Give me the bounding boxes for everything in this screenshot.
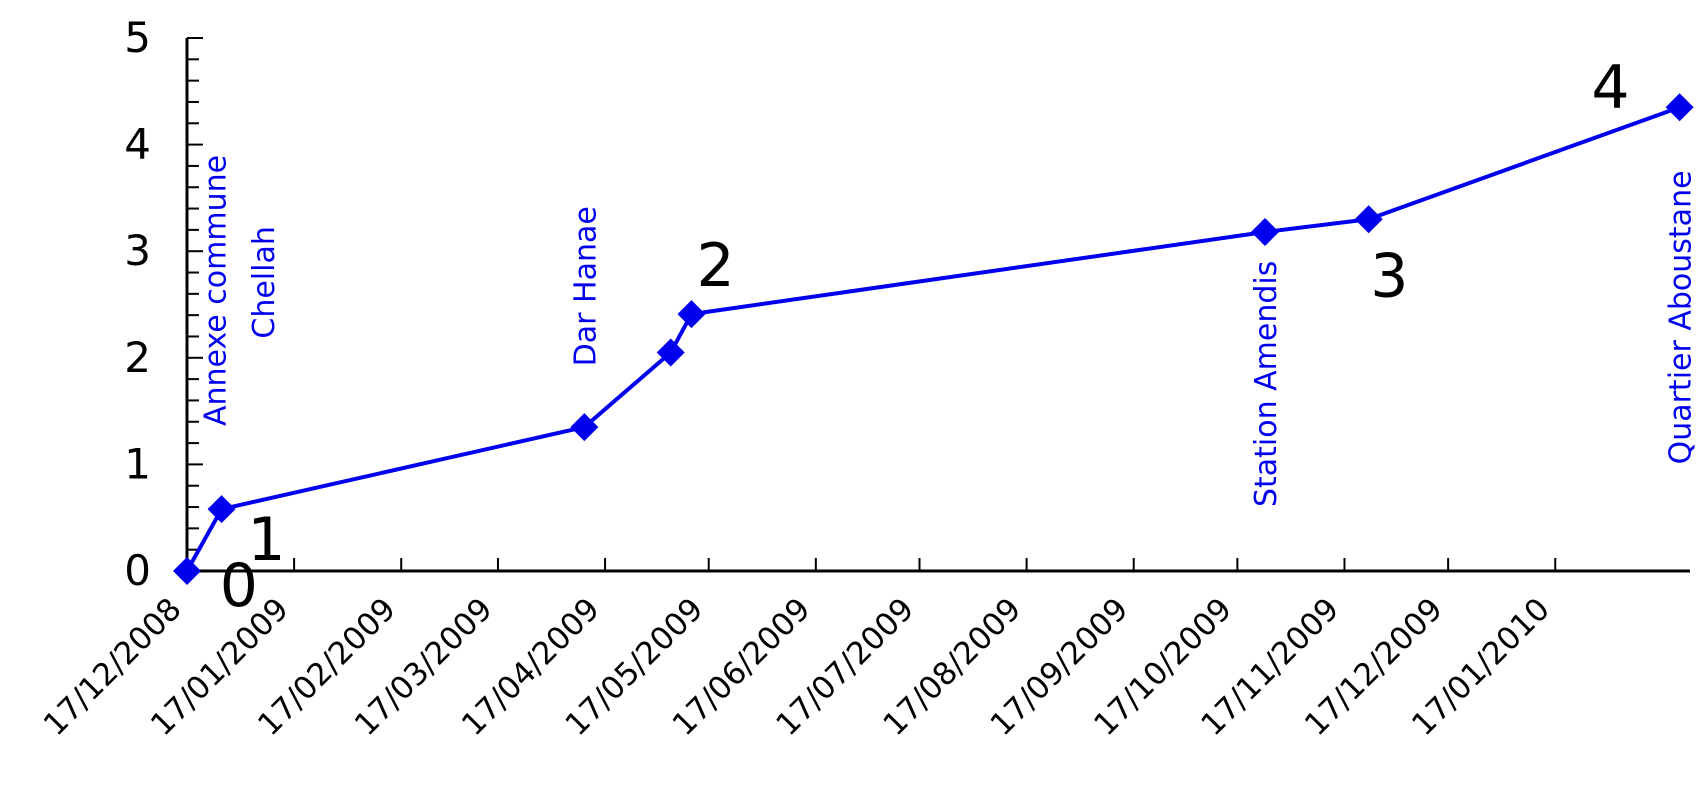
data-point-marker	[677, 300, 706, 329]
series-group	[173, 93, 1694, 585]
point-number-label: 1	[247, 505, 285, 575]
annotation-label: Dar Hanae	[568, 206, 603, 366]
data-point-marker	[173, 557, 201, 585]
point-number-label: 2	[697, 231, 735, 301]
point-number-label: 4	[1591, 53, 1629, 123]
y-tick-label: 2	[124, 333, 151, 382]
annotation-label: Quartier Aboustane	[1664, 170, 1699, 464]
axes: 01234517/12/200817/01/200917/02/200917/0…	[37, 13, 1690, 743]
y-tick-label: 5	[124, 13, 151, 62]
point-number-label: 3	[1370, 242, 1408, 312]
annotation-label: Annexe commune	[199, 155, 234, 426]
y-tick-label: 3	[124, 226, 151, 275]
y-tick-label: 0	[124, 546, 151, 595]
data-point-marker	[1665, 93, 1694, 122]
data-point-marker	[570, 413, 599, 442]
point-number-label: 0	[220, 551, 258, 621]
data-point-marker	[1251, 218, 1280, 247]
annotation-label: Chellah	[247, 226, 282, 339]
annotations-group: Annexe commune Chellah Dar Hanae Station Am…	[199, 53, 1699, 621]
annotation-label: Station Amendis	[1249, 261, 1284, 507]
y-tick-label: 4	[124, 120, 151, 169]
series-line	[185, 105, 1681, 572]
y-tick-label: 1	[124, 439, 151, 488]
data-point-marker	[207, 495, 236, 524]
data-point-marker	[1354, 205, 1383, 234]
data-point-marker	[656, 338, 685, 367]
